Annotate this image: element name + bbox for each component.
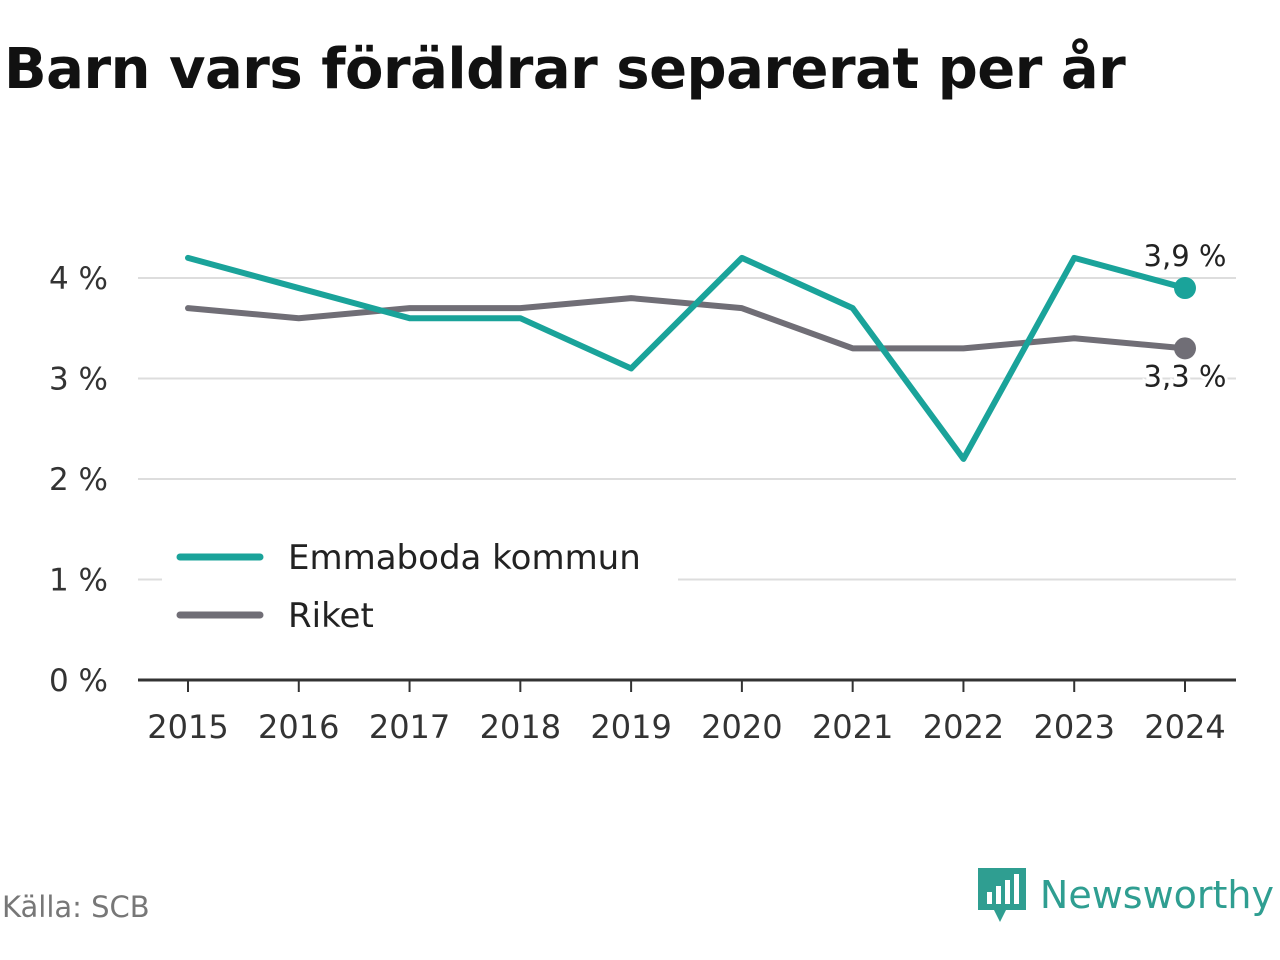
series-end-point (1174, 277, 1196, 300)
end-value-label: 3,3 % (1144, 359, 1227, 393)
legend-label: Emmaboda kommun (288, 538, 641, 578)
end-labels: 3,9 % 3,3 % (1141, 236, 1230, 396)
y-axis-tick-labels: 0 % 1 % 2 % 3 % 4 % (49, 261, 108, 699)
newsworthy-logo-icon (977, 868, 1026, 922)
brand-logo: Newsworthy (976, 866, 1274, 924)
x-tick-label: 2020 (701, 708, 782, 746)
x-tick-label: 2024 (1144, 708, 1225, 746)
chart-title: Barn vars föräldrar separerat per år (4, 37, 1126, 102)
x-tick-label: 2016 (258, 708, 339, 746)
series-lines (185, 254, 1196, 462)
x-tick-label: 2018 (480, 708, 561, 746)
legend: Emmaboda kommun Riket (162, 530, 678, 652)
y-tick-label: 1 % (49, 563, 108, 599)
legend-background (162, 530, 678, 652)
y-tick-label: 0 % (49, 663, 108, 699)
x-axis: 2015 2016 2017 2018 2019 2020 2021 2022 2023 2024 (138, 678, 1236, 746)
x-tick-label: 2019 (590, 708, 671, 746)
y-tick-label: 2 % (49, 462, 108, 498)
x-tick-label: 2022 (923, 708, 1004, 746)
series-end-point (1174, 337, 1196, 360)
end-value-label: 3,9 % (1144, 239, 1227, 273)
x-tick-label: 2017 (369, 708, 450, 746)
y-tick-label: 3 % (49, 362, 108, 398)
y-tick-label: 4 % (49, 261, 108, 297)
source-note: Källa: SCB (2, 890, 150, 924)
x-tick-label: 2021 (812, 708, 893, 746)
series-line-riket (185, 295, 1188, 352)
x-tick-label: 2015 (147, 708, 228, 746)
x-tick-label: 2023 (1034, 708, 1115, 746)
brand-name: Newsworthy (1039, 873, 1274, 917)
series-line-emmaboda (185, 254, 1188, 462)
legend-label: Riket (288, 596, 374, 636)
